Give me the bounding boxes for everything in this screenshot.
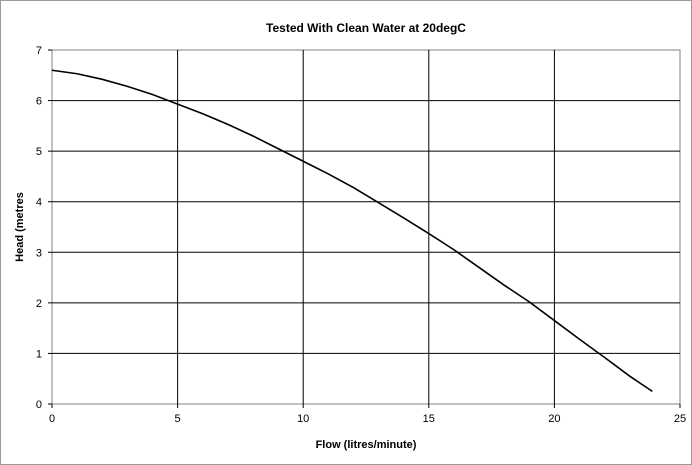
chart-title: Tested With Clean Water at 20degC (266, 21, 466, 35)
x-tick-label: 5 (175, 413, 181, 425)
y-tick-label: 6 (36, 96, 42, 108)
tick-labels: 0 5 10 15 20 25 0 1 2 3 4 5 6 7 (36, 45, 686, 425)
x-tick-label: 15 (423, 413, 435, 425)
plot-area (51, 49, 681, 405)
y-tick-label: 4 (36, 197, 42, 209)
y-axis-label: Head (metres (14, 192, 26, 262)
x-axis-label: Flow (litres/minute) (316, 439, 417, 451)
y-tick-label: 0 (36, 399, 42, 411)
x-tick-label: 20 (548, 413, 560, 425)
gridlines (48, 49, 681, 408)
y-tick-label: 7 (36, 45, 42, 57)
y-tick-label: 2 (36, 298, 42, 310)
x-tick-label: 25 (674, 413, 686, 425)
y-tick-label: 3 (36, 247, 42, 259)
pump-curve-line (51, 69, 653, 393)
y-tick-label: 5 (36, 146, 42, 158)
x-tick-label: 0 (49, 413, 55, 425)
y-tick-label: 1 (36, 348, 42, 360)
x-tick-label: 10 (297, 413, 309, 425)
